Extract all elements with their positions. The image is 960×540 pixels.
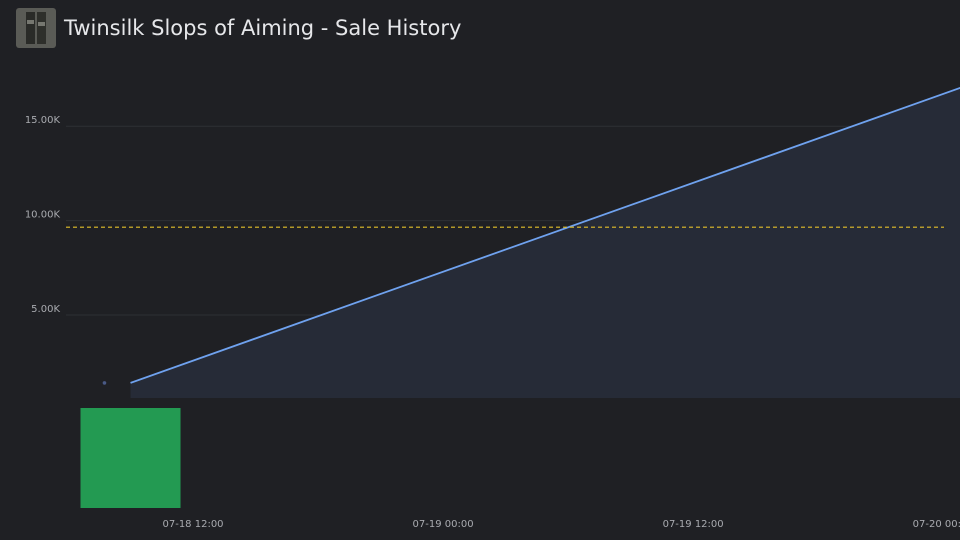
item-icon bbox=[16, 8, 56, 48]
y-tick-label: 15.00K bbox=[25, 115, 61, 126]
y-tick-label: 10.00K bbox=[25, 210, 61, 221]
sale-point bbox=[102, 381, 107, 385]
x-tick-label: 07-19 12:00 bbox=[663, 519, 724, 530]
x-tick-label: 07-18 12:00 bbox=[162, 519, 223, 530]
x-tick-label: 07-20 00:00 bbox=[913, 519, 960, 530]
chart-title: Twinsilk Slops of Aiming - Sale History bbox=[63, 16, 461, 40]
volume-bar bbox=[80, 408, 181, 508]
area bbox=[130, 87, 960, 398]
x-tick-label: 07-19 00:00 bbox=[413, 519, 474, 530]
y-tick-label: 5.00K bbox=[31, 304, 60, 315]
price-line bbox=[130, 87, 960, 384]
